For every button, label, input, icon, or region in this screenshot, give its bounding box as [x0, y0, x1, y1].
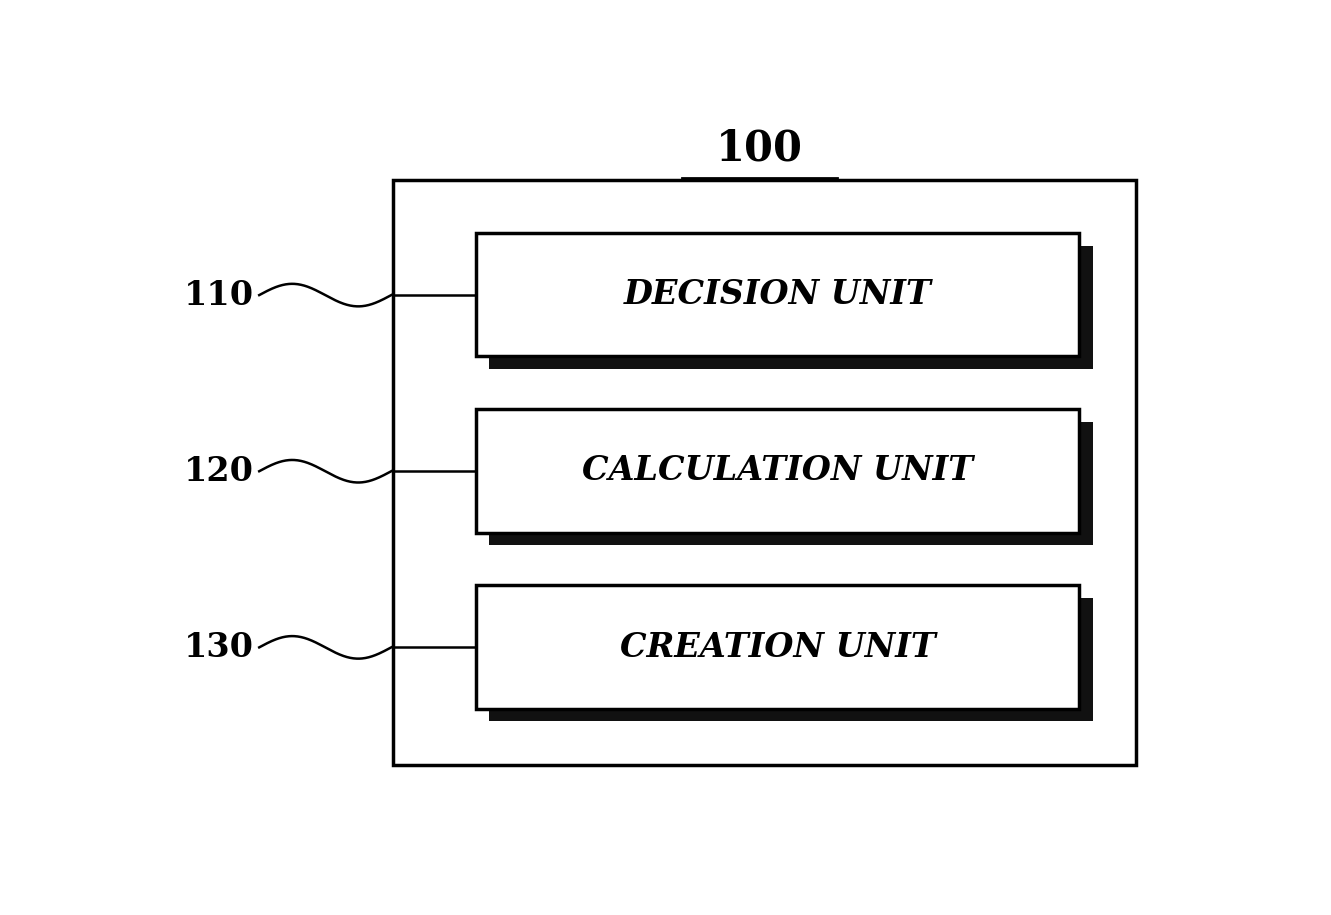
- Bar: [490, 422, 1093, 545]
- Bar: [476, 586, 1079, 708]
- Text: CALCULATION UNIT: CALCULATION UNIT: [582, 455, 973, 488]
- Text: 100: 100: [716, 127, 803, 169]
- Text: 130: 130: [184, 630, 254, 664]
- Text: 110: 110: [184, 278, 254, 312]
- Bar: [476, 233, 1079, 356]
- Text: 120: 120: [184, 455, 254, 488]
- Bar: [490, 598, 1093, 721]
- Text: DECISION UNIT: DECISION UNIT: [624, 278, 932, 311]
- Bar: [394, 180, 1137, 765]
- Text: CREATION UNIT: CREATION UNIT: [620, 630, 936, 663]
- Bar: [490, 246, 1093, 369]
- Bar: [476, 409, 1079, 533]
